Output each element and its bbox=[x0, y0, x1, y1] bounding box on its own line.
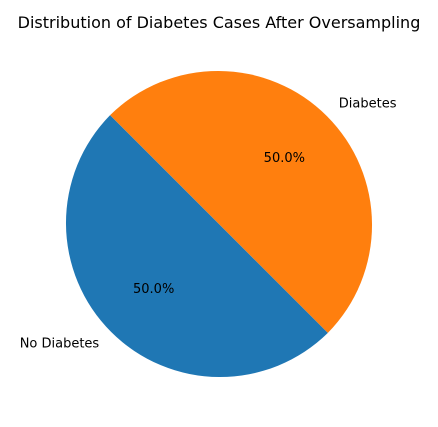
pie-slice-diabetes bbox=[110, 70, 373, 333]
slice-percent-diabetes: 50.0% bbox=[264, 151, 305, 166]
slice-label-diabetes: Diabetes bbox=[339, 97, 397, 112]
pie-slice-no-diabetes bbox=[65, 115, 328, 378]
slice-label-no-diabetes: No Diabetes bbox=[20, 336, 100, 351]
chart-title: Distribution of Diabetes Cases After Ove… bbox=[18, 13, 421, 32]
slice-percent-no-diabetes: 50.0% bbox=[133, 282, 174, 297]
pie-slices bbox=[65, 70, 373, 378]
pie-labels: No Diabetes 50.0% Diabetes 50.0% bbox=[20, 97, 397, 352]
